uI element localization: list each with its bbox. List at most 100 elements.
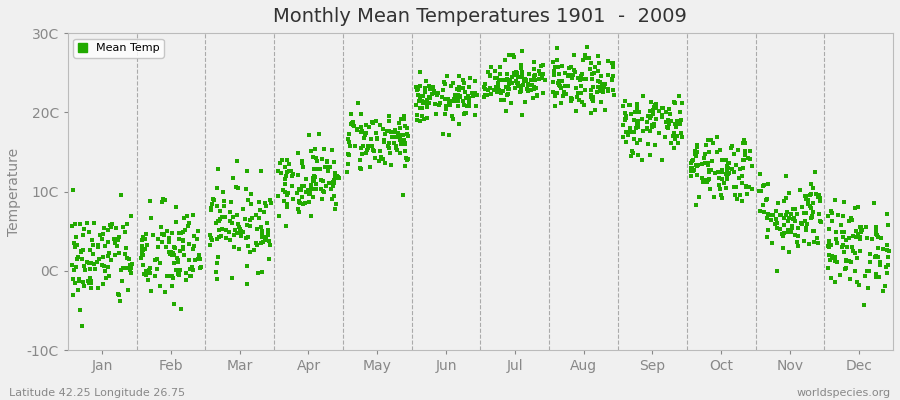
Point bbox=[643, 115, 657, 122]
Point bbox=[389, 142, 403, 149]
Point bbox=[328, 159, 342, 165]
Point bbox=[76, 323, 90, 330]
Point bbox=[621, 132, 635, 138]
Point bbox=[593, 73, 608, 79]
Point bbox=[326, 179, 340, 185]
Point bbox=[115, 223, 130, 230]
Point bbox=[824, 253, 839, 259]
Point bbox=[572, 90, 586, 96]
Point bbox=[166, 244, 181, 250]
Point bbox=[165, 252, 179, 259]
Point bbox=[496, 88, 510, 94]
Point bbox=[774, 212, 788, 218]
Point bbox=[120, 265, 134, 271]
Point bbox=[350, 126, 365, 132]
Point bbox=[843, 214, 858, 221]
Point bbox=[672, 92, 687, 99]
Point bbox=[101, 264, 115, 270]
Point bbox=[231, 185, 246, 191]
Point bbox=[563, 64, 578, 70]
Point bbox=[787, 215, 801, 222]
Point bbox=[629, 124, 643, 131]
Point bbox=[433, 100, 447, 107]
Point bbox=[578, 87, 592, 94]
Point bbox=[380, 128, 394, 134]
Point bbox=[122, 262, 137, 269]
Point bbox=[163, 251, 177, 258]
Point bbox=[712, 174, 726, 181]
Point bbox=[777, 215, 791, 222]
Point bbox=[332, 174, 347, 181]
Point bbox=[831, 212, 845, 219]
Point bbox=[321, 168, 336, 174]
Point bbox=[690, 163, 705, 169]
Point bbox=[229, 184, 243, 190]
Point bbox=[583, 60, 598, 66]
Point bbox=[244, 201, 258, 208]
Point bbox=[241, 233, 256, 240]
Point bbox=[686, 157, 700, 163]
Point bbox=[546, 79, 561, 85]
Point bbox=[355, 150, 369, 157]
Point bbox=[623, 128, 637, 134]
Point bbox=[96, 263, 111, 270]
Point bbox=[421, 100, 436, 107]
Point bbox=[173, 267, 187, 273]
Point bbox=[389, 134, 403, 140]
Point bbox=[210, 185, 224, 191]
Point bbox=[140, 277, 155, 284]
Point bbox=[204, 235, 219, 242]
Point bbox=[491, 82, 506, 88]
Point bbox=[444, 83, 458, 90]
Point bbox=[691, 162, 706, 168]
Point bbox=[691, 194, 706, 200]
Point bbox=[135, 249, 149, 256]
Point bbox=[640, 119, 654, 125]
Point bbox=[452, 84, 466, 90]
Point bbox=[240, 281, 255, 287]
Point bbox=[853, 229, 868, 236]
Point bbox=[239, 167, 254, 174]
Point bbox=[812, 192, 826, 199]
Point bbox=[187, 243, 202, 249]
Point bbox=[760, 214, 775, 221]
Point bbox=[862, 268, 877, 274]
Point bbox=[378, 160, 392, 166]
Point bbox=[526, 86, 541, 92]
Point bbox=[254, 167, 268, 174]
Point bbox=[814, 218, 828, 225]
Point bbox=[390, 147, 404, 153]
Point bbox=[122, 287, 136, 293]
Point bbox=[259, 234, 274, 240]
Point bbox=[786, 223, 800, 229]
Point bbox=[382, 118, 397, 124]
Point bbox=[239, 235, 254, 241]
Point bbox=[843, 276, 858, 282]
Point bbox=[790, 210, 805, 217]
Point bbox=[67, 240, 81, 246]
Point bbox=[226, 214, 240, 220]
Point bbox=[346, 123, 361, 130]
Point bbox=[642, 113, 656, 119]
Point bbox=[423, 85, 437, 92]
Point bbox=[218, 214, 232, 220]
Point bbox=[568, 69, 582, 76]
Point bbox=[822, 238, 836, 244]
Point bbox=[457, 111, 472, 117]
Point bbox=[414, 112, 428, 119]
Point bbox=[378, 130, 392, 137]
Point bbox=[550, 45, 564, 51]
Text: worldspecies.org: worldspecies.org bbox=[796, 388, 891, 398]
Point bbox=[806, 228, 820, 234]
Point bbox=[833, 222, 848, 228]
Point bbox=[149, 266, 164, 272]
Point bbox=[165, 273, 179, 279]
Point bbox=[359, 122, 374, 128]
Point bbox=[257, 209, 272, 216]
Point bbox=[84, 275, 98, 281]
Point bbox=[821, 243, 835, 250]
Point bbox=[799, 193, 814, 200]
Point bbox=[156, 231, 170, 237]
Point bbox=[315, 156, 329, 163]
Point bbox=[710, 148, 724, 155]
